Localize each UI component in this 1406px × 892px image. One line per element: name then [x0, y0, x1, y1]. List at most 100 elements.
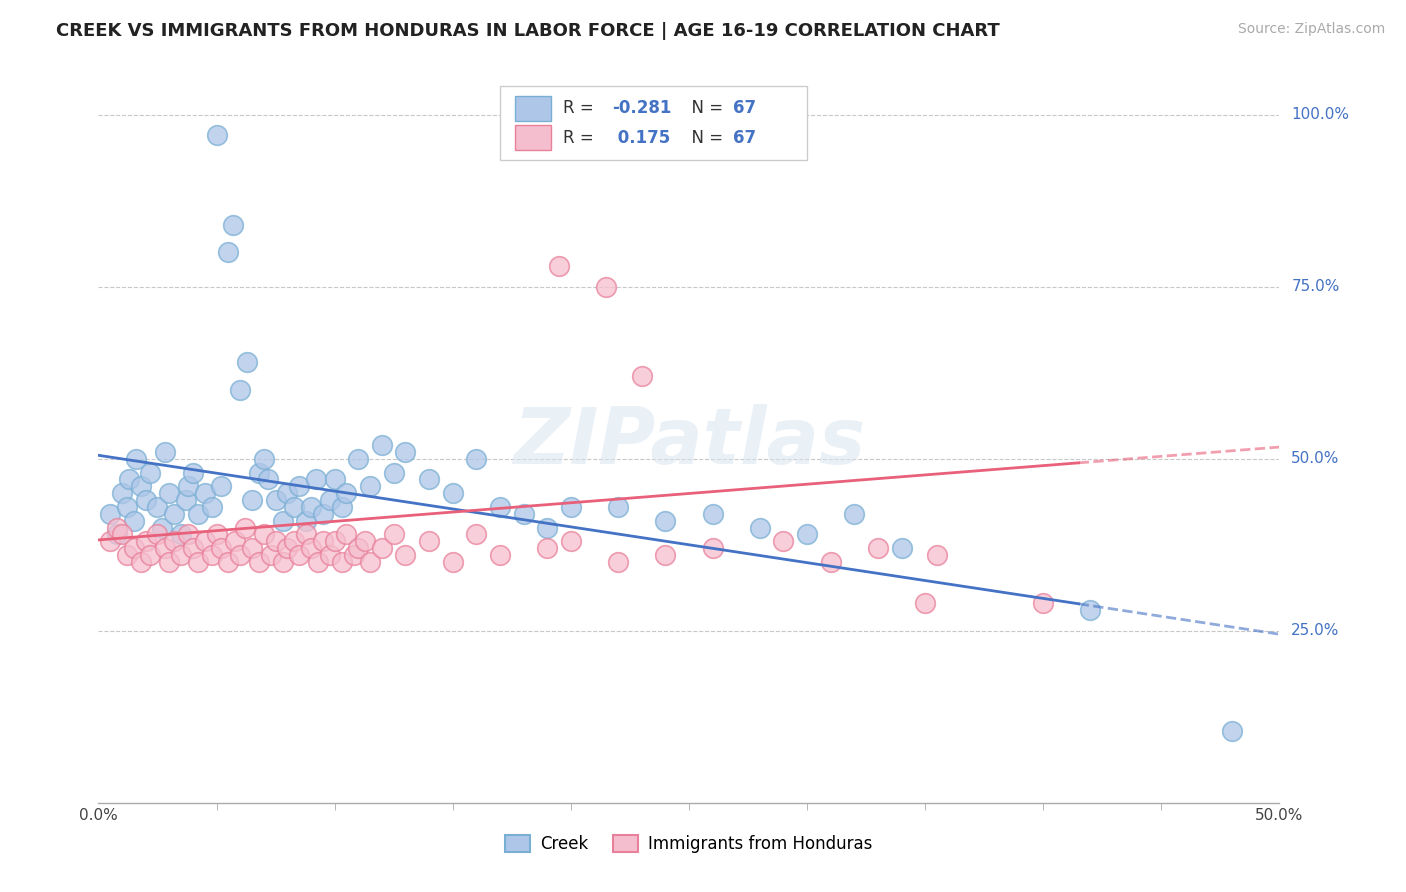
Point: [323, 534, 346, 549]
FancyBboxPatch shape: [501, 86, 807, 160]
Point: [354, 534, 377, 549]
Point: [305, 472, 328, 486]
Point: [283, 500, 305, 514]
Point: [607, 555, 630, 569]
Point: [536, 520, 558, 534]
Point: [205, 527, 228, 541]
Point: [441, 486, 464, 500]
Text: ZIPatlas: ZIPatlas: [513, 403, 865, 480]
Point: [271, 555, 294, 569]
Point: [253, 451, 276, 466]
Point: [914, 596, 936, 610]
Point: [820, 555, 842, 569]
Point: [394, 548, 416, 562]
Point: [330, 500, 353, 514]
Point: [135, 493, 157, 508]
Point: [654, 514, 676, 528]
Point: [630, 369, 652, 384]
Point: [209, 541, 232, 556]
Point: [105, 527, 128, 541]
Point: [153, 445, 176, 459]
Point: [129, 479, 152, 493]
Point: [115, 500, 138, 514]
Point: [359, 555, 381, 569]
Text: R =: R =: [562, 128, 599, 146]
Point: [163, 507, 186, 521]
Point: [181, 466, 204, 480]
Point: [312, 507, 335, 521]
Point: [170, 527, 193, 541]
Point: [271, 514, 294, 528]
Point: [607, 500, 630, 514]
Point: [276, 486, 298, 500]
Point: [111, 527, 134, 541]
Point: [299, 541, 322, 556]
Point: [595, 279, 617, 293]
Point: [307, 555, 329, 569]
Point: [177, 479, 200, 493]
Point: [217, 245, 239, 260]
Point: [1080, 603, 1102, 617]
Point: [240, 541, 263, 556]
Point: [247, 466, 270, 480]
Point: [222, 218, 245, 232]
Point: [236, 355, 259, 369]
Point: [181, 541, 204, 556]
Point: [233, 520, 256, 534]
Point: [465, 451, 488, 466]
Text: 0.175: 0.175: [612, 128, 671, 146]
Point: [122, 514, 145, 528]
Point: [295, 527, 318, 541]
Point: [371, 541, 394, 556]
Point: [217, 555, 239, 569]
Text: 67: 67: [733, 128, 756, 146]
Point: [111, 486, 134, 500]
Text: -0.281: -0.281: [612, 99, 672, 117]
Point: [418, 534, 440, 549]
Point: [288, 548, 311, 562]
Point: [115, 548, 138, 562]
Point: [224, 534, 246, 549]
Point: [382, 527, 405, 541]
Point: [548, 259, 571, 273]
Text: Source: ZipAtlas.com: Source: ZipAtlas.com: [1237, 22, 1385, 37]
Point: [319, 493, 342, 508]
Point: [153, 541, 176, 556]
Point: [371, 438, 394, 452]
Text: 25.0%: 25.0%: [1291, 624, 1340, 639]
Point: [319, 548, 342, 562]
Point: [201, 548, 224, 562]
Point: [347, 541, 370, 556]
Point: [925, 548, 948, 562]
Point: [335, 486, 357, 500]
Point: [257, 472, 280, 486]
Point: [187, 507, 209, 521]
Point: [264, 493, 287, 508]
Point: [146, 500, 169, 514]
Point: [229, 383, 252, 397]
Point: [312, 534, 335, 549]
Point: [264, 534, 287, 549]
Point: [139, 466, 162, 480]
Point: [359, 479, 381, 493]
Point: [150, 520, 173, 534]
Point: [194, 486, 217, 500]
Point: [489, 548, 512, 562]
Text: 67: 67: [733, 99, 756, 117]
Point: [98, 534, 121, 549]
Point: [748, 520, 770, 534]
Point: [796, 527, 818, 541]
Text: N =: N =: [681, 128, 728, 146]
Point: [299, 500, 322, 514]
Point: [295, 514, 318, 528]
Point: [890, 541, 912, 556]
Point: [441, 555, 464, 569]
Point: [229, 548, 252, 562]
Point: [512, 507, 534, 521]
Point: [260, 548, 283, 562]
Text: N =: N =: [681, 99, 728, 117]
Point: [240, 493, 263, 508]
Point: [157, 486, 180, 500]
Point: [283, 534, 305, 549]
Text: CREEK VS IMMIGRANTS FROM HONDURAS IN LABOR FORCE | AGE 16-19 CORRELATION CHART: CREEK VS IMMIGRANTS FROM HONDURAS IN LAB…: [56, 22, 1000, 40]
